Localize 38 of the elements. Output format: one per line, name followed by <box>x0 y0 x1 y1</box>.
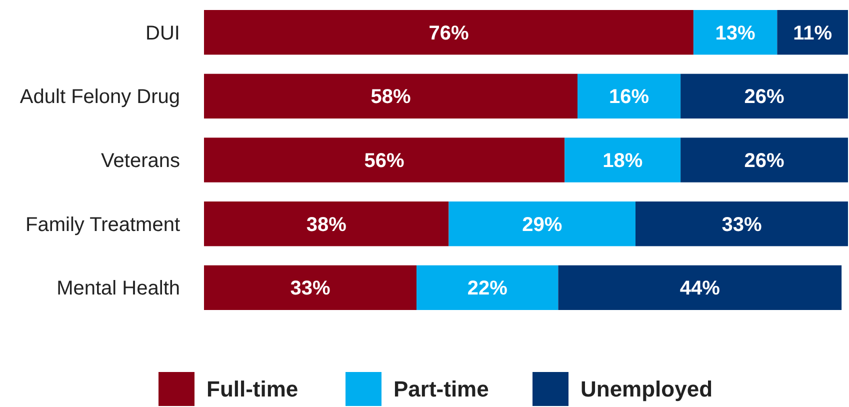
bar <box>204 201 449 246</box>
bar <box>693 10 778 55</box>
data-label: 44% <box>680 278 720 300</box>
data-label: 29% <box>522 214 562 236</box>
data-label: 33% <box>722 214 762 236</box>
y-tick-label: DUI <box>146 22 180 44</box>
y-tick-label: Family Treatment <box>26 214 180 236</box>
y-tick-label: Mental Health <box>56 278 180 300</box>
y-tick-label: Adult Felony Drug <box>20 86 180 108</box>
data-label: 58% <box>370 86 411 108</box>
data-label: 56% <box>364 150 405 172</box>
bar <box>558 265 842 310</box>
data-label: 33% <box>290 278 330 300</box>
bar <box>204 10 694 55</box>
legend-label: Full-time <box>206 376 298 402</box>
data-label: 26% <box>744 150 785 172</box>
bar <box>635 201 848 246</box>
data-label: 13% <box>715 22 756 44</box>
bar <box>204 265 417 310</box>
bar <box>777 10 848 55</box>
data-label: 26% <box>744 86 785 108</box>
legend-label: Unemployed <box>580 376 713 402</box>
data-label: 22% <box>467 278 508 300</box>
data-label: 76% <box>428 22 469 44</box>
bar <box>564 138 681 182</box>
data-label: 18% <box>602 150 643 172</box>
y-tick-label: Veterans <box>101 150 180 172</box>
data-label: 16% <box>609 86 650 108</box>
legend-label: Part-time <box>394 376 489 402</box>
bar <box>204 74 578 119</box>
bar <box>448 201 636 246</box>
bar <box>680 74 848 119</box>
bar <box>416 265 558 310</box>
data-label: 11% <box>793 22 832 44</box>
bar <box>204 138 565 182</box>
bar <box>680 138 848 182</box>
bar <box>578 74 681 119</box>
data-label: 38% <box>306 214 347 236</box>
